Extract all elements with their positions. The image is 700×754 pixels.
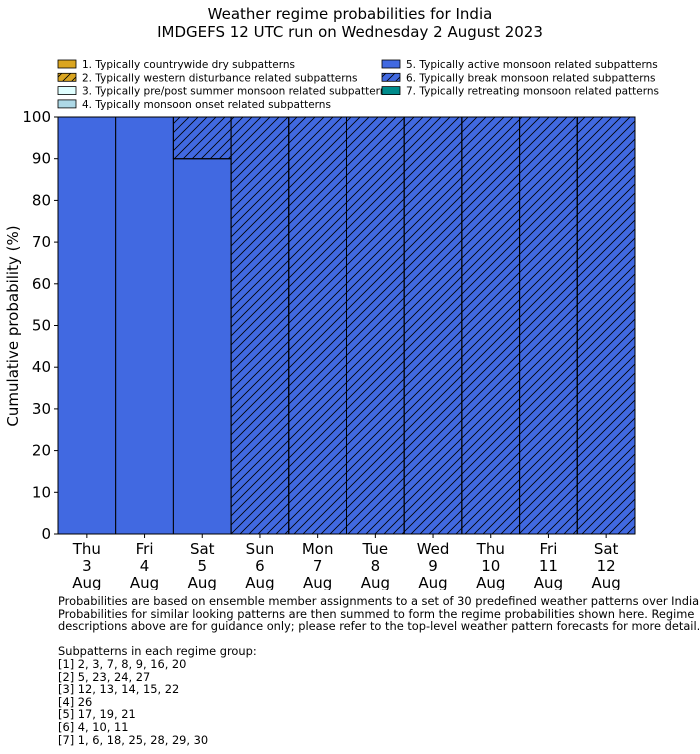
legend-label: 1. Typically countrywide dry subpatterns	[82, 59, 295, 71]
x-tick-label: Thu	[476, 540, 505, 558]
notes-groups-heading: Subpatterns in each regime group:	[58, 644, 257, 659]
legend-label: 5. Typically active monsoon related subp…	[406, 59, 658, 71]
x-tick-label: Fri	[540, 540, 558, 558]
x-tick-label: Aug	[245, 574, 274, 590]
bar-hatch	[461, 116, 521, 535]
x-tick-label: Tue	[362, 540, 389, 558]
bars	[57, 116, 636, 535]
legend-swatch-hatch	[382, 73, 400, 82]
y-tick-label: 70	[32, 233, 51, 251]
x-tick-label: 12	[597, 557, 616, 575]
bar-hatch	[576, 116, 636, 535]
regime-group: [4] 26	[58, 694, 93, 709]
legend-label: 3. Typically pre/post summer monsoon rel…	[82, 86, 392, 98]
y-tick-label: 80	[32, 191, 51, 209]
x-tick-label: Thu	[72, 540, 101, 558]
x-tick-label: Aug	[418, 574, 447, 590]
x-tick-label: 9	[428, 557, 438, 575]
y-tick-label: 50	[32, 317, 51, 335]
bar-hatch	[230, 116, 290, 535]
legend-swatch	[57, 86, 77, 95]
regime-group: [2] 5, 23, 24, 27	[58, 669, 151, 684]
legend-label: 6. Typically break monsoon related subpa…	[406, 72, 656, 84]
x-tick-label: 5	[197, 557, 207, 575]
y-tick-label: 60	[32, 275, 51, 293]
regime-group: [1] 2, 3, 7, 8, 9, 16, 20	[58, 656, 187, 671]
legend-swatch	[381, 86, 401, 95]
x-tick-label: Aug	[130, 574, 159, 590]
legend-swatch	[57, 99, 77, 109]
x-tick-label: 6	[255, 557, 265, 575]
regime-group: [6] 4, 10, 11	[58, 719, 129, 734]
x-tick-label: Mon	[302, 540, 334, 558]
bar-segment-series-5	[57, 116, 117, 535]
bar-hatch	[346, 116, 405, 535]
regime-group: [3] 12, 13, 14, 15, 22	[58, 682, 180, 697]
y-tick-label: 0	[41, 525, 51, 543]
x-tick-label: 11	[539, 557, 558, 575]
legend-swatch	[57, 59, 77, 69]
bar-hatch	[519, 116, 578, 535]
bar-segment-series-5	[115, 116, 174, 535]
y-tick-label: 90	[32, 150, 51, 168]
x-tick-label: Aug	[592, 574, 621, 590]
legend-label: 2. Typically western disturbance related…	[82, 72, 358, 84]
legend-swatch	[381, 59, 401, 69]
legend-label: 7. Typically retreating monsoon related …	[406, 86, 659, 98]
bar-segment-series-5	[172, 158, 232, 535]
x-tick-label: 7	[313, 557, 323, 575]
chart-title: Weather regime probabilities for India	[208, 5, 493, 23]
y-tick-label: 30	[32, 400, 51, 418]
x-tick-label: 10	[481, 557, 500, 575]
x-tick-label: Fri	[136, 540, 154, 558]
x-tick-label: Aug	[188, 574, 217, 590]
x-tick-label: Sun	[246, 540, 275, 558]
x-tick-label: Sat	[594, 540, 619, 558]
x-tick-label: Aug	[476, 574, 505, 590]
x-tick-label: Aug	[361, 574, 390, 590]
bar-hatch	[403, 116, 463, 535]
y-tick-label: 100	[22, 108, 51, 126]
legend: 1. Typically countrywide dry subpatterns…	[57, 59, 659, 111]
x-tick-label: Sat	[190, 540, 215, 558]
x-tick-label: Aug	[303, 574, 332, 590]
axes: 0102030405060708090100Thu3AugFri4AugSat5…	[22, 108, 636, 592]
legend-label: 4. Typically monsoon onset related subpa…	[82, 99, 331, 111]
y-axis-label: Cumulative probability (%)	[4, 225, 22, 426]
chart: Weather regime probabilities for India I…	[4, 5, 659, 592]
x-tick-label: Aug	[72, 574, 101, 590]
x-tick-label: 3	[82, 557, 92, 575]
chart-subtitle: IMDGEFS 12 UTC run on Wednesday 2 August…	[157, 23, 543, 41]
x-tick-label: 4	[140, 557, 150, 575]
bar-hatch	[172, 116, 232, 160]
y-tick-label: 20	[32, 442, 51, 460]
legend-swatch-hatch	[58, 73, 76, 82]
notes: Probabilities are based on ensemble memb…	[58, 595, 700, 746]
regime-group: [5] 17, 19, 21	[58, 707, 136, 722]
x-tick-label: Wed	[417, 540, 450, 558]
bar-hatch	[288, 116, 347, 535]
y-tick-label: 10	[32, 483, 51, 501]
notes-description: Probabilities are based on ensemble memb…	[58, 594, 700, 634]
x-tick-label: Aug	[534, 574, 563, 590]
regime-group: [7] 1, 6, 18, 25, 28, 29, 30	[58, 732, 209, 747]
y-tick-label: 40	[32, 358, 51, 376]
x-tick-label: 8	[371, 557, 381, 575]
